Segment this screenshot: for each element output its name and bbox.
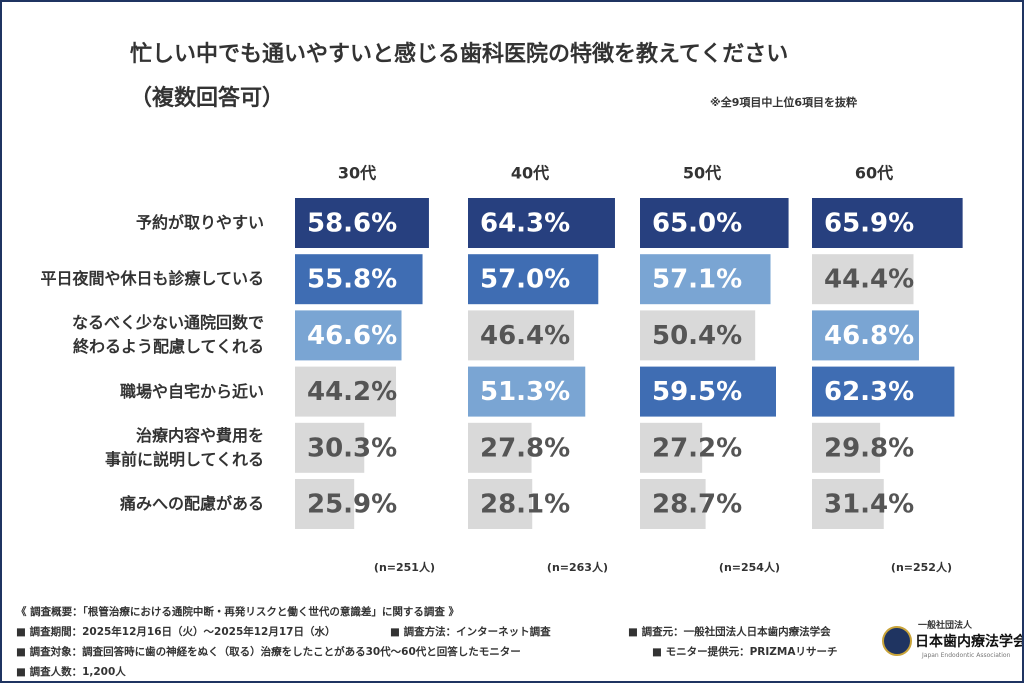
value-label: 31.4% [824,490,914,520]
bar [640,366,776,417]
bar [295,198,429,248]
value-label: 58.6% [307,209,397,239]
bar [468,422,532,473]
value-label: 44.2% [307,377,397,407]
value-label: 65.9% [824,209,914,239]
bar [295,254,423,305]
footer-line: ■ モニター提供元：PRIZMAリサーチ [652,646,838,658]
subtitle: （複数回答可） [130,86,285,111]
logo-english: Japan Endodontic Association [922,652,1011,659]
bar [812,479,884,529]
value-label: 46.6% [307,321,397,351]
sample-size: (n=263人) [547,560,608,574]
value-label: 46.8% [824,321,914,351]
bar [468,366,586,417]
value-label: 28.1% [480,490,570,520]
value-label: 28.7% [652,490,742,520]
category-label: 平日夜間や休日も診療している [40,269,264,289]
bar [295,310,402,361]
series-name: 50代 [683,164,721,183]
bar [468,198,615,248]
bar [295,422,365,473]
sample-size: (n=251人) [374,560,435,574]
value-label: 30.3% [307,433,397,463]
value-label: 51.3% [480,377,570,407]
category-label: 予約が取りやすい [135,213,264,232]
bar [468,310,575,361]
logo-mark [882,626,912,656]
value-label: 50.4% [652,321,742,351]
footer-line: ■ 調査人数：1,200人 [16,666,126,678]
logo-org-type: 一般社団法人 [918,621,973,631]
value-label: 64.3% [480,209,570,239]
title: 忙しい中でも通いやすいと感じる歯科医院の特徴を教えてください [130,42,789,67]
value-label: 62.3% [824,377,914,407]
bar [640,254,771,305]
series-name: 30代 [338,164,376,183]
sample-size: (n=252人) [891,560,952,574]
category-label: 治療内容や費用を 事前に説明してくれる [104,425,264,469]
category-label: 職場や自宅から近い [119,381,264,401]
value-label: 44.4% [824,265,914,295]
footer-line: ■ 調査対象：調査回答時に歯の神経をぬく（取る）治療をしたことがある30代〜60… [16,646,521,658]
value-label: 65.0% [652,209,742,239]
bar [812,422,881,473]
footer-line: ■ 調査元：一般社団法人日本歯内療法学会 [628,626,831,638]
series-name: 60代 [855,164,893,183]
chart: 30代 (n=251人) 58.6% 55.8% 46.6% 44.2% 30.3% 25.9… [295,164,963,574]
footer-line: ■ 調査期間：2025年12月16日（火）〜2025年12月17日（水） [16,626,336,638]
bar [640,310,756,361]
note: ※全9項目中上位6項目を抜粋 [710,96,858,109]
bar [295,366,397,417]
value-label: 46.4% [480,321,570,351]
sample-size: (n=254人) [719,560,780,574]
category-label: 痛みへの配慮がある [119,494,264,513]
bar [468,254,599,305]
footer-line: ■ 調査方法：インターネット調査 [390,626,551,638]
bar [812,198,963,248]
logo-name: 日本歯内療法学会 [915,634,1024,650]
value-label: 57.1% [652,265,742,295]
value-label: 59.5% [652,377,742,407]
bar [468,479,533,529]
value-label: 25.9% [307,490,397,520]
bar [640,198,789,248]
bar [812,366,955,417]
value-label: 27.8% [480,433,570,463]
bar [812,310,919,361]
bar [812,254,914,305]
category-label: なるべく少ない通院回数で 終わるよう配慮してくれる [71,313,264,357]
value-label: 29.8% [824,433,914,463]
value-label: 57.0% [480,265,570,295]
bar [640,422,703,473]
series-name: 40代 [511,164,549,183]
value-label: 27.2% [652,433,742,463]
footer-line: 《 調査概要：「根管治療における通院中断・再発リスクと働く世代の意識差」に関する… [16,606,460,618]
bar [295,479,355,529]
bar [640,479,706,529]
value-label: 55.8% [307,265,397,295]
